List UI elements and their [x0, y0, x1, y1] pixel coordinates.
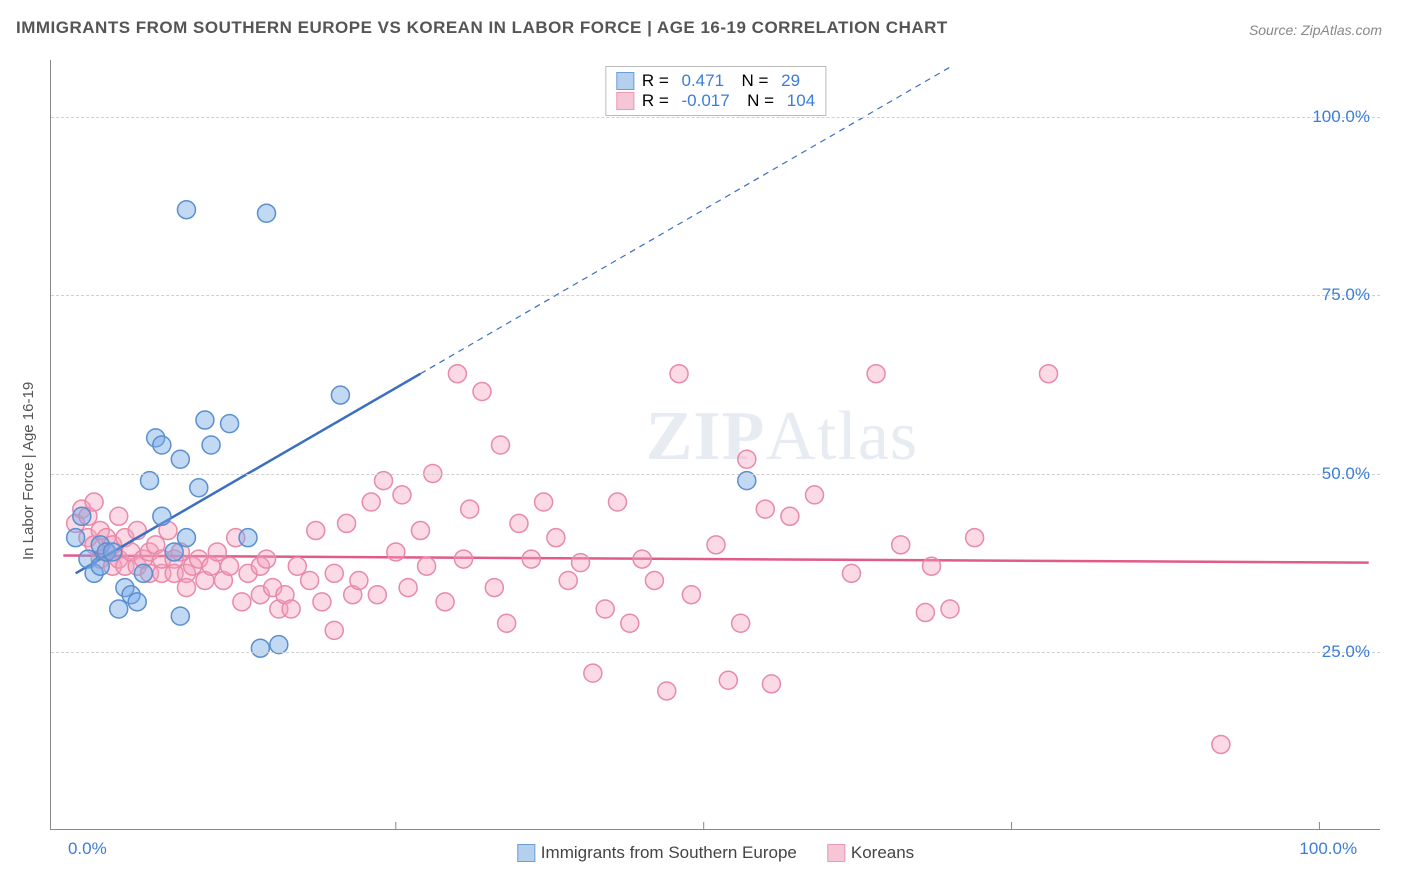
legend-label-2: Koreans [851, 843, 914, 863]
legend-n-label: N = [738, 91, 779, 111]
series-legend: Immigrants from Southern Europe Koreans [517, 843, 914, 863]
legend-row-1: R = 0.471 N = 29 [616, 71, 815, 91]
x-tick-label: 0.0% [68, 839, 107, 859]
chart-svg [51, 60, 1380, 829]
legend-r-label: R = [642, 91, 674, 111]
y-tick-label: 25.0% [1322, 642, 1370, 662]
legend-n-label: N = [732, 71, 773, 91]
legend-n-value-1: 29 [781, 71, 800, 91]
plot-area: ZIPAtlas R = 0.471 N = 29 R = -0.017 N =… [50, 60, 1380, 830]
swatch-series-2 [616, 92, 634, 110]
swatch-series-1 [616, 72, 634, 90]
y-tick-label: 100.0% [1312, 107, 1370, 127]
x-tick-label: 100.0% [1299, 839, 1357, 859]
source-label: Source: ZipAtlas.com [1249, 22, 1382, 38]
correlation-legend: R = 0.471 N = 29 R = -0.017 N = 104 [605, 66, 826, 116]
swatch-icon [827, 844, 845, 862]
y-tick-label: 75.0% [1322, 285, 1370, 305]
legend-item-1: Immigrants from Southern Europe [517, 843, 797, 863]
legend-r-label: R = [642, 71, 674, 91]
legend-item-2: Koreans [827, 843, 914, 863]
legend-r-value-2: -0.017 [681, 91, 729, 111]
legend-n-value-2: 104 [787, 91, 815, 111]
y-axis-label: In Labor Force | Age 16-19 [20, 382, 37, 560]
chart-title: IMMIGRANTS FROM SOUTHERN EUROPE VS KOREA… [16, 18, 948, 38]
swatch-icon [517, 844, 535, 862]
legend-row-2: R = -0.017 N = 104 [616, 91, 815, 111]
y-tick-label: 50.0% [1322, 464, 1370, 484]
legend-r-value-1: 0.471 [681, 71, 724, 91]
legend-label-1: Immigrants from Southern Europe [541, 843, 797, 863]
